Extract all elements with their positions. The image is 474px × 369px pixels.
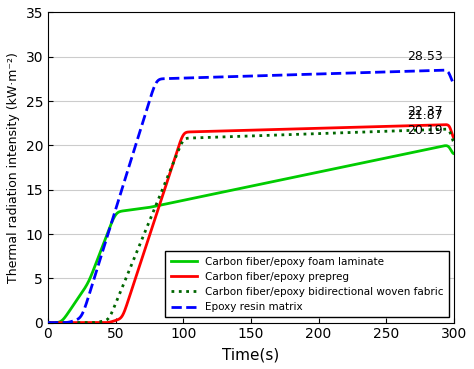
- Text: 28.53: 28.53: [407, 50, 443, 63]
- Text: 21.87: 21.87: [407, 109, 443, 123]
- Legend: Carbon fiber/epoxy foam laminate, Carbon fiber/epoxy prepreg, Carbon fiber/epoxy: Carbon fiber/epoxy foam laminate, Carbon…: [165, 251, 449, 317]
- Y-axis label: Thermal radiation intensity (kW·m⁻²): Thermal radiation intensity (kW·m⁻²): [7, 52, 20, 283]
- X-axis label: Time(s): Time(s): [222, 347, 280, 362]
- Text: 20.19: 20.19: [408, 124, 443, 137]
- Text: 22.37: 22.37: [408, 105, 443, 118]
